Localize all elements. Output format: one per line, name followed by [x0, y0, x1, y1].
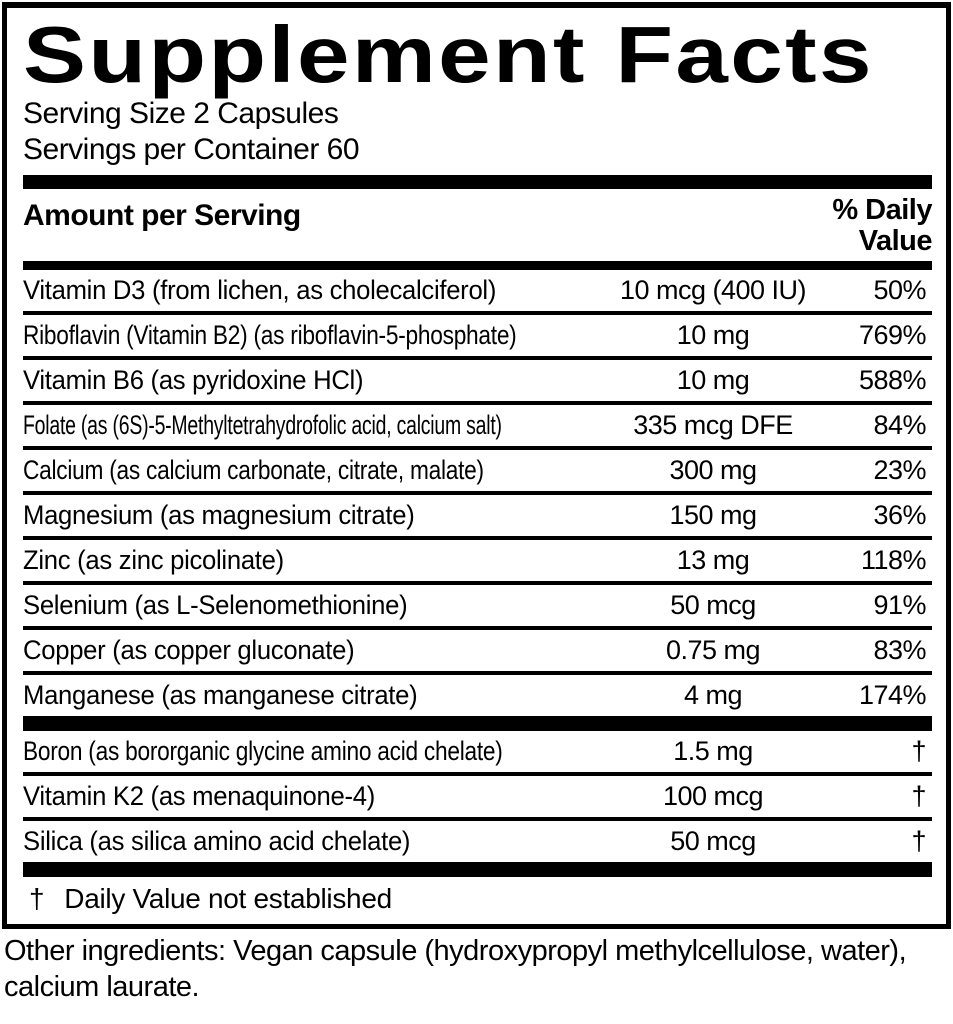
column-header-row: Amount per Serving % Daily Value — [23, 189, 933, 257]
divider-medium — [23, 260, 932, 270]
nutrient-amount: 300 mg — [669, 454, 757, 485]
nutrient-amount: 1.5 mg — [673, 735, 753, 766]
nutrient-daily-value-dagger: † — [911, 780, 926, 811]
nutrient-name: Riboflavin (Vitamin B2) (as riboflavin-5… — [23, 319, 517, 350]
nutrient-daily-value: 83% — [873, 634, 926, 665]
nutrient-daily-value: 36% — [873, 499, 926, 530]
nutrient-amount: 335 mcg DFE — [633, 409, 793, 440]
nutrient-name-cell: Calcium (as calcium carbonate, citrate, … — [23, 455, 602, 485]
nutrient-name-cell: Vitamin B6 (as pyridoxine HCl) — [23, 365, 602, 395]
nutrient-daily-value: 588% — [858, 364, 927, 395]
nutrient-row: Folate (as (6S)-5-Methyltetrahydrofolic … — [23, 405, 932, 450]
nutrient-row: Boron (as bororganic glycine amino acid … — [23, 731, 932, 776]
divider-thick-middle — [23, 715, 932, 731]
nutrient-amount: 13 mg — [676, 544, 750, 575]
nutrient-daily-value: 118% — [860, 544, 927, 575]
nutrient-amount: 50 mcg — [670, 589, 756, 620]
nutrient-row: Manganese (as manganese citrate) 4 mg 17… — [23, 675, 932, 716]
nutrient-row: Copper (as copper gluconate) 0.75 mg 83% — [23, 630, 932, 675]
nutrient-daily-value: 769% — [858, 319, 927, 350]
nutrient-row: Vitamin B6 (as pyridoxine HCl) 10 mg 588… — [23, 360, 932, 405]
nutrient-row: Magnesium (as magnesium citrate) 150 mg … — [23, 495, 932, 540]
nutrient-row: Selenium (as L-Selenomethionine) 50 mcg … — [23, 585, 932, 630]
nutrient-amount: 10 mg — [676, 364, 750, 395]
nutrient-name: Vitamin K2 (as menaquinone-4) — [23, 780, 375, 811]
divider-thick-bottom — [23, 861, 932, 877]
nutrient-daily-value: 23% — [873, 454, 926, 485]
amount-per-serving-header: Amount per Serving — [23, 198, 301, 232]
nutrient-amount: 4 mg — [683, 679, 743, 710]
nutrient-amount: 0.75 mg — [665, 634, 761, 665]
nutrient-name: Magnesium (as magnesium citrate) — [23, 499, 415, 530]
nutrient-name-cell: Vitamin K2 (as menaquinone-4) — [23, 781, 602, 811]
nutrient-daily-value-dagger: † — [911, 735, 926, 766]
nutrient-name-cell: Vitamin D3 (from lichen, as cholecalcife… — [23, 275, 602, 305]
nutrient-row: Silica (as silica amino acid chelate) 50… — [23, 821, 932, 862]
nutrient-name-cell: Manganese (as manganese citrate) — [23, 680, 602, 710]
nutrient-row: Zinc (as zinc picolinate) 13 mg 118% — [23, 540, 932, 585]
nutrient-daily-value: 174% — [858, 679, 927, 710]
nutrient-name: Vitamin B6 (as pyridoxine HCl) — [23, 364, 364, 395]
nutrient-rows-no-dv: Boron (as bororganic glycine amino acid … — [23, 731, 932, 862]
percent-daily-value-header: % Daily Value — [832, 193, 932, 257]
nutrient-daily-value: 91% — [873, 589, 926, 620]
nutrient-amount: 10 mcg (400 IU) — [619, 274, 807, 305]
serving-size: Serving Size 2 Capsules — [23, 96, 339, 130]
nutrient-daily-value: 50% — [873, 274, 926, 305]
nutrient-row: Vitamin D3 (from lichen, as cholecalcife… — [23, 270, 932, 315]
nutrient-name: Calcium (as calcium carbonate, citrate, … — [23, 454, 484, 485]
nutrient-amount: 10 mg — [676, 319, 750, 350]
other-ingredients: Other ingredients: Vegan capsule (hydrox… — [4, 934, 907, 1003]
dagger-symbol: † — [29, 882, 45, 914]
nutrient-name-cell: Magnesium (as magnesium citrate) — [23, 500, 602, 530]
divider-thick-top — [23, 174, 932, 189]
nutrient-name: Boron (as bororganic glycine amino acid … — [23, 735, 503, 766]
nutrient-daily-value-dagger: † — [911, 825, 926, 856]
nutrient-row: Vitamin K2 (as menaquinone-4) 100 mcg † — [23, 776, 932, 821]
nutrient-amount: 100 mcg — [662, 780, 764, 811]
nutrient-amount: 50 mcg — [670, 825, 756, 856]
nutrient-name-cell: Folate (as (6S)-5-Methyltetrahydrofolic … — [23, 410, 602, 440]
label-box: Supplement Facts Serving Size 2 Capsules… — [2, 2, 951, 929]
nutrient-daily-value: 84% — [873, 409, 926, 440]
nutrient-name: Silica (as silica amino acid chelate) — [23, 825, 411, 856]
nutrient-name: Manganese (as manganese citrate) — [23, 679, 418, 710]
nutrient-name: Zinc (as zinc picolinate) — [23, 544, 284, 575]
nutrient-rows-main: Vitamin D3 (from lichen, as cholecalcife… — [23, 270, 932, 716]
nutrient-name: Selenium (as L-Selenomethionine) — [23, 589, 408, 620]
nutrient-name-cell: Boron (as bororganic glycine amino acid … — [23, 736, 602, 766]
footnote: † Daily Value not established — [23, 877, 932, 920]
nutrient-name-cell: Copper (as copper gluconate) — [23, 635, 602, 665]
nutrient-name-cell: Silica (as silica amino acid chelate) — [23, 826, 602, 856]
nutrient-name-cell: Zinc (as zinc picolinate) — [23, 545, 602, 575]
nutrient-row: Calcium (as calcium carbonate, citrate, … — [23, 450, 932, 495]
nutrient-name-cell: Riboflavin (Vitamin B2) (as riboflavin-5… — [23, 320, 602, 350]
servings-per-container: Servings per Container 60 — [23, 132, 360, 166]
nutrient-name: Vitamin D3 (from lichen, as cholecalcife… — [23, 274, 497, 305]
label-title: Supplement Facts — [23, 10, 874, 99]
nutrient-row: Riboflavin (Vitamin B2) (as riboflavin-5… — [23, 315, 932, 360]
nutrient-name-cell: Selenium (as L-Selenomethionine) — [23, 590, 602, 620]
nutrient-name: Copper (as copper gluconate) — [23, 634, 355, 665]
nutrient-amount: 150 mg — [669, 499, 757, 530]
footnote-text: Daily Value not established — [64, 882, 392, 914]
nutrient-name: Folate (as (6S)-5-Methyltetrahydrofolic … — [23, 409, 502, 440]
